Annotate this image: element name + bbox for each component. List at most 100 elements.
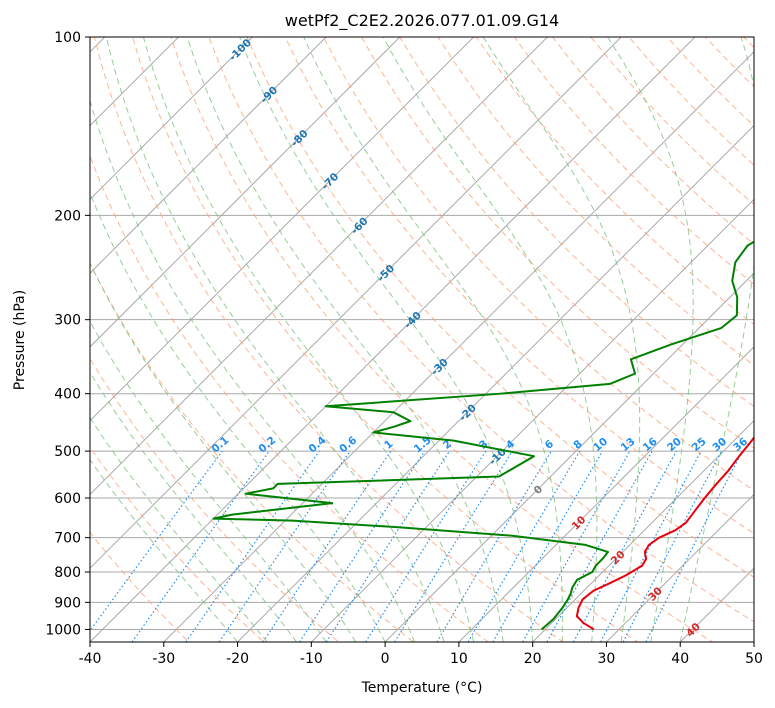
- moist-adiabat: [679, 37, 754, 642]
- x-tick-label: 20: [524, 651, 542, 667]
- isotherm-gridline: [90, 37, 549, 496]
- mixing-ratio-line: [131, 450, 270, 642]
- x-tick-label: -30: [152, 651, 175, 667]
- y-tick-label: 500: [54, 444, 81, 460]
- isotherm-label: -80: [289, 128, 311, 150]
- y-tick-label: 400: [54, 387, 81, 403]
- moist-adiabat: [90, 262, 357, 642]
- isotherm-gridline: [458, 346, 754, 642]
- isotherm-label: -20: [457, 402, 479, 424]
- isotherm-gridline: [90, 37, 401, 348]
- isotherm-label: 20: [609, 548, 628, 567]
- mixing-ratio-line: [645, 450, 744, 642]
- y-tick-label: 600: [54, 491, 81, 507]
- mixing-ratio-line: [573, 450, 677, 642]
- isotherm-label: 0: [532, 483, 546, 497]
- dry-adiabat: [743, 37, 754, 49]
- y-tick-label: 800: [54, 565, 81, 581]
- y-tick-label: 100: [54, 30, 81, 46]
- isotherm-gridline: [0, 10, 58, 654]
- background-lines: [0, 10, 754, 654]
- moist-adiabat: [90, 191, 386, 642]
- isotherm-label: 30: [646, 585, 665, 604]
- mixing-ratio-label: 0.6: [337, 434, 359, 455]
- dry-adiabat: [628, 37, 754, 166]
- moist-adiabat: [239, 37, 534, 642]
- dry-adiabat: [475, 37, 754, 326]
- moist-adiabat: [90, 458, 238, 642]
- dry-adiabat: [361, 37, 754, 449]
- isotherm-gridline: [90, 37, 180, 127]
- isotherm-gridline: [753, 641, 754, 642]
- moist-adiabat: [382, 37, 598, 642]
- dewpoint-line: [212, 240, 754, 631]
- y-axis-label: Pressure (hPa): [12, 290, 28, 390]
- mixing-ratio-label: 0.4: [306, 434, 328, 455]
- isotherm-label: 10: [570, 514, 589, 533]
- moist-adiabat: [607, 37, 694, 642]
- moist-adiabat: [90, 320, 327, 642]
- isotherm-gridline: [679, 567, 754, 642]
- isotherm-label: 40: [684, 621, 703, 640]
- chart-title: wetPf2_C2E2.2026.077.01.09.G14: [285, 11, 559, 31]
- isotherm-label: -100: [227, 37, 254, 64]
- dry-adiabat: [90, 446, 265, 642]
- x-axis-ticks: -40 -30 -20 -10 0 10 20 30 40 50: [79, 642, 763, 667]
- x-axis-label: Temperature (°C): [361, 680, 483, 696]
- mixing-ratio-line: [185, 450, 320, 642]
- x-tick-label: 40: [671, 651, 689, 667]
- isotherm-label: -60: [349, 215, 371, 237]
- moist-adiabat: [482, 37, 641, 642]
- plot-frame: [89, 36, 755, 643]
- isotherm-label: -70: [319, 171, 341, 193]
- x-tick-label: -40: [79, 651, 102, 667]
- x-tick-label: -20: [226, 651, 249, 667]
- mixing-ratio-line: [262, 450, 392, 642]
- mixing-ratio-line: [218, 450, 351, 642]
- moist-adiabat: [90, 99, 416, 642]
- dry-adiabat: [284, 37, 754, 535]
- moist-adiabat: [186, 37, 504, 642]
- isotherm-gridline: [163, 51, 754, 642]
- y-tick-label: 300: [54, 313, 81, 329]
- isotherm-gridline: [384, 272, 754, 642]
- y-tick-label: 1000: [45, 622, 81, 638]
- mixing-ratio-line: [467, 450, 581, 642]
- profile-lines: [212, 240, 754, 631]
- dry-adiabat: [170, 37, 714, 642]
- x-tick-label: 10: [450, 651, 468, 667]
- y-axis-ticks: 100 200 300 400 500 600 700 800 900 1000: [45, 30, 90, 638]
- y-tick-label: 700: [54, 531, 81, 547]
- mixing-ratio-line: [546, 450, 653, 642]
- mixing-ratio-label: 0.2: [256, 434, 278, 455]
- dry-adiabat: [323, 37, 754, 492]
- isotherm-gridline: [90, 37, 254, 201]
- moist-adiabat: [142, 37, 475, 642]
- y-tick-label: 900: [54, 595, 81, 611]
- dry-adiabat: [90, 154, 490, 642]
- mixing-ratio-line: [325, 450, 450, 642]
- temperature-line: [575, 435, 754, 631]
- mixing-ratio-line: [90, 450, 223, 632]
- moist-adiabat: [90, 371, 297, 642]
- moist-adiabat: [90, 416, 268, 642]
- mixing-ratio-label: 8: [571, 438, 584, 452]
- dry-adiabat: [208, 37, 754, 623]
- dry-adiabat: [666, 37, 754, 127]
- dry-adiabat: [246, 37, 754, 578]
- x-tick-label: 0: [381, 651, 390, 667]
- isotherm-gridline: [90, 37, 327, 274]
- isotherm-label: -40: [402, 309, 424, 331]
- isotherm-gridline: [531, 419, 754, 642]
- isotherm-gridline: [90, 37, 622, 569]
- moist-adiabat: [303, 37, 563, 642]
- isotherm-gridline: [236, 124, 754, 642]
- dry-adiabat: [90, 357, 340, 642]
- mixing-ratio-label: 0.1: [209, 434, 231, 455]
- isotherm-gridline: [90, 37, 475, 422]
- mixing-ratio-line: [600, 450, 702, 642]
- dry-adiabat: [437, 37, 754, 366]
- mixing-ratio-label: 4: [504, 438, 517, 452]
- x-tick-label: 50: [745, 651, 763, 667]
